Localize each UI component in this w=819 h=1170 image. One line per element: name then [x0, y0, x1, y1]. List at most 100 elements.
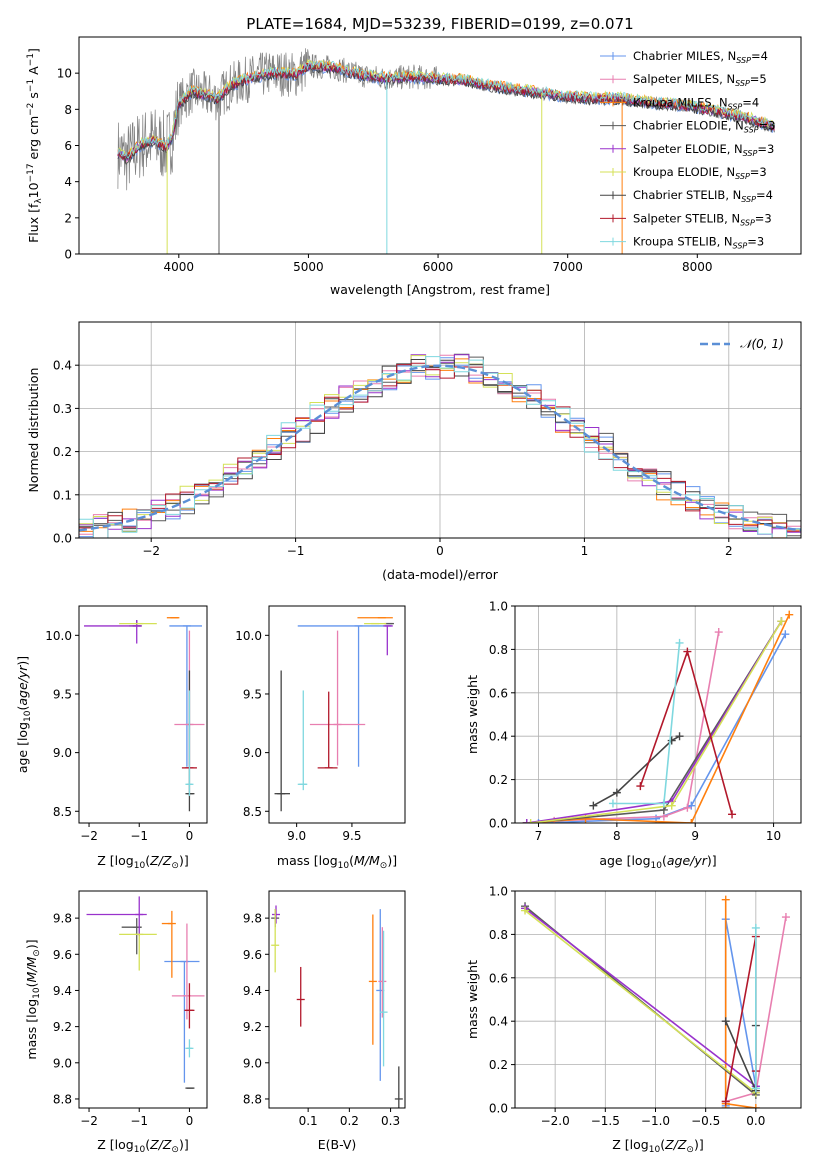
- y-axis-label: mass [log10(M/M⊙)]: [24, 939, 42, 1059]
- y-tick-label: 9.6: [53, 948, 72, 962]
- legend-item: Kroupa ELODIE, NSSP=3: [600, 165, 767, 181]
- y-axis-label: Flux [fλ10−17 erg cm−2 s−1 A−1]: [26, 48, 44, 243]
- x-axis-label: wavelength [Angstrom, rest frame]: [330, 282, 550, 297]
- figure-title: PLATE=1684, MJD=53239, FIBERID=0199, z=0…: [246, 15, 633, 33]
- series-line: [554, 631, 720, 822]
- legend-label: Salpeter MILES, NSSP=5: [633, 72, 767, 88]
- series-marker: [675, 638, 684, 647]
- plot-content: [86, 896, 205, 1089]
- legend-item: Kroupa STELIB, NSSP=3: [600, 235, 764, 251]
- axes-frame: −2 −1 0 8.5 9.0 9.5 10.0: [45, 605, 208, 843]
- series-marker: [687, 819, 696, 823]
- axes-frame: 4000 5000 6000 7000 8000 0 2 4 6 8 10: [57, 36, 802, 274]
- y-tick-label: 8.5: [243, 805, 262, 819]
- plot-content: [117, 48, 776, 254]
- legend-label: Chabrier MILES, NSSP=4: [633, 49, 768, 65]
- y-tick-label: 0.6: [489, 971, 508, 985]
- x-tick-label: 10: [766, 829, 781, 843]
- y-tick-label: 8: [64, 103, 72, 117]
- x-axis-label: Z [log10(Z/Z⊙)]: [97, 853, 188, 871]
- series-marker: [636, 782, 645, 791]
- x-tick-label: 7000: [552, 260, 583, 274]
- plot-content: [274, 617, 394, 812]
- y-tick-label: 0.4: [489, 1015, 508, 1029]
- series-marker: [534, 819, 543, 823]
- errorbar-point: [368, 914, 377, 1045]
- series-line: [593, 735, 680, 807]
- x-tick-label: −1.0: [641, 1114, 670, 1128]
- errorbar-point: [86, 896, 147, 937]
- y-tick-label: 10: [57, 67, 72, 81]
- series-marker: [751, 1084, 760, 1093]
- plot-content: [522, 610, 794, 823]
- y-tick-label: 10.0: [45, 629, 72, 643]
- y-axis-label: mass weight: [465, 960, 480, 1039]
- series-line: [526, 614, 790, 823]
- series-marker: [608, 799, 617, 808]
- series-marker: [751, 923, 760, 932]
- y-tick-label: 0.2: [489, 1058, 508, 1072]
- grid-lines: [79, 322, 801, 539]
- series-marker: [721, 895, 730, 904]
- y-tick-label: 1.0: [489, 885, 508, 899]
- errorbar-point: [394, 1066, 403, 1108]
- legend-label: Chabrier ELODIE, NSSP=3: [633, 119, 775, 135]
- x-tick-label: 0: [436, 544, 444, 558]
- x-tick-label: 6000: [423, 260, 454, 274]
- y-tick-label: 0.8: [489, 643, 508, 657]
- series-line: [724, 899, 756, 1108]
- legend-label: 𝒩(0, 1): [740, 337, 784, 351]
- axes-frame: −2 −1 0 1 2 0.0 0.1 0.2 0.3 0.4: [53, 321, 802, 558]
- errorbar-point: [383, 625, 393, 656]
- weight-series: [521, 902, 760, 1099]
- x-tick-label: −1: [130, 1114, 148, 1128]
- y-axis-label: age [log10(age/yr)]: [15, 656, 33, 773]
- weight-series: [521, 906, 760, 1097]
- y-tick-label: 0.3: [53, 402, 72, 416]
- legend-item: Salpeter ELODIE, NSSP=3: [600, 142, 774, 158]
- y-tick-label: 0.4: [489, 730, 508, 744]
- plot-weight_vs_age: 7 8 9 10 0.0 0.2 0.4 0.6 0.8 1.0: [489, 600, 802, 843]
- x-axis-label: E(B-V): [318, 1137, 357, 1152]
- x-tick-label: 0.2: [340, 1114, 359, 1128]
- series-line: [724, 936, 757, 1102]
- x-tick-label: −2: [142, 544, 160, 558]
- legend-label: Kroupa STELIB, NSSP=3: [633, 235, 764, 251]
- plot-content: [84, 617, 205, 812]
- series-marker: [777, 617, 786, 626]
- y-tick-label: 9.4: [53, 984, 72, 998]
- axes-border: [514, 890, 802, 1109]
- series-marker: [659, 799, 668, 808]
- model-spectrum: [117, 62, 775, 161]
- x-tick-label: 8000: [682, 260, 713, 274]
- axes-frame: −2.0 −1.5 −1.0 −0.5 0.0 0.0 0.2 0.4 0.6 0.8 1.0: [489, 885, 802, 1128]
- y-tick-label: 0.2: [489, 773, 508, 787]
- x-tick-label: 0.0: [746, 1114, 765, 1128]
- legend-label: Kroupa ELODIE, NSSP=3: [633, 165, 767, 181]
- legend-label: Salpeter ELODIE, NSSP=3: [633, 142, 774, 158]
- series-marker: [667, 736, 676, 745]
- axes-border: [268, 605, 406, 824]
- y-tick-label: 9.8: [53, 912, 72, 926]
- plot-content: [271, 905, 403, 1108]
- legend-label: Chabrier STELIB, NSSP=4: [633, 188, 773, 204]
- legend-item: Salpeter STELIB, NSSP=3: [600, 211, 772, 227]
- series-line: [526, 620, 783, 823]
- axes-border: [78, 890, 208, 1109]
- x-tick-label: −2.0: [541, 1114, 570, 1128]
- y-tick-label: 6: [64, 139, 72, 153]
- errorbar-point: [272, 905, 281, 924]
- y-tick-label: 9.0: [243, 746, 262, 760]
- model-spectrum: [117, 60, 775, 159]
- x-tick-label: −2: [80, 829, 98, 843]
- weight-series: [522, 610, 794, 823]
- x-tick-label: 2: [725, 544, 733, 558]
- y-tick-label: 9.8: [243, 912, 262, 926]
- errorbar-point: [119, 933, 157, 971]
- axes-frame: −2 −1 0 8.8 9.0 9.2 9.4 9.6 9.8: [53, 890, 208, 1128]
- series-line: [538, 633, 787, 823]
- series-line: [524, 907, 757, 1087]
- series-marker: [683, 647, 692, 656]
- x-tick-label: 5000: [293, 260, 324, 274]
